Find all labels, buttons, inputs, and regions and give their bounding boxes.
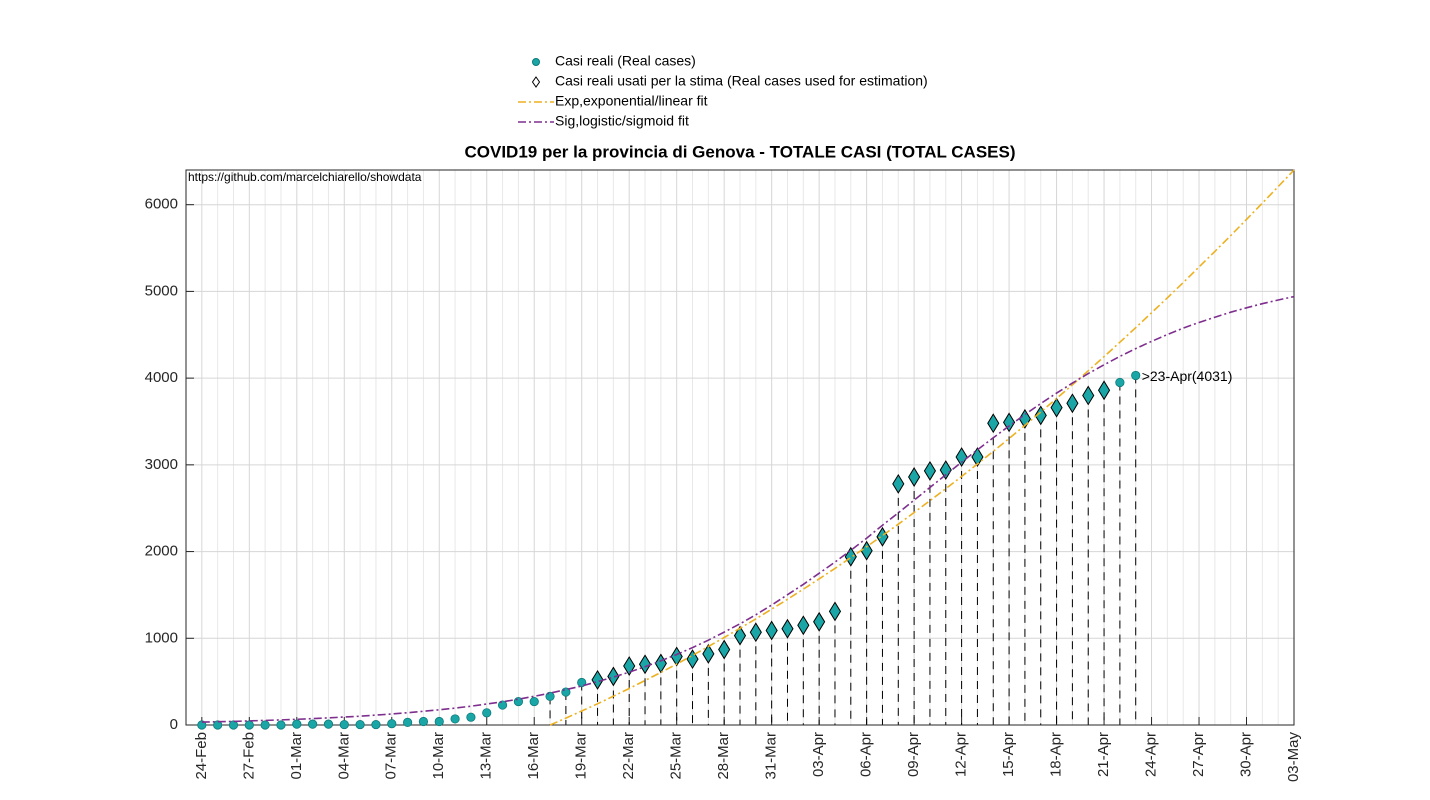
y-tick-label: 0	[170, 716, 178, 733]
x-tick-label: 24-Feb	[193, 732, 210, 780]
data-point	[482, 708, 492, 718]
data-diamond	[955, 447, 968, 467]
x-tick-label: 12-Apr	[953, 732, 970, 777]
data-point	[371, 719, 381, 730]
fit-line	[549, 169, 1295, 726]
fit-line	[201, 295, 1295, 723]
data-point	[197, 720, 207, 730]
data-point	[260, 720, 270, 730]
watermark: https://github.com/marcelchiarello/showd…	[188, 170, 422, 184]
legend-label: Exp,exponential/linear fit	[555, 93, 708, 109]
data-point	[387, 719, 397, 729]
x-tick-label: 25-Mar	[668, 732, 685, 780]
data-diamond	[781, 618, 794, 639]
y-tick-label: 3000	[145, 456, 178, 473]
y-tick-label: 6000	[145, 196, 178, 213]
data-diamond	[1034, 405, 1047, 426]
legend-label: Casi reali (Real cases)	[555, 53, 696, 69]
data-point	[418, 716, 429, 727]
data-point	[402, 717, 413, 727]
y-tick-label: 1000	[145, 629, 178, 646]
data-point	[339, 719, 349, 730]
data-diamond	[939, 460, 952, 481]
data-point	[1115, 377, 1125, 388]
data-point	[450, 714, 460, 724]
y-tick-label: 5000	[145, 282, 178, 299]
data-point	[213, 720, 223, 730]
x-tick-label: 27-Apr	[1190, 732, 1207, 777]
data-diamond	[638, 654, 652, 675]
data-point	[1131, 370, 1141, 381]
data-point	[292, 719, 302, 729]
data-diamond	[765, 620, 778, 641]
x-tick-label: 28-Mar	[715, 732, 732, 780]
legend-label: Sig,logistic/sigmoid fit	[555, 113, 689, 129]
x-tick-label: 21-Apr	[1095, 732, 1112, 777]
legend-marker	[531, 76, 541, 88]
x-tick-label: 04-Mar	[335, 732, 352, 780]
data-diamond	[733, 625, 747, 646]
last-value-annotation: >23-Apr(4031)	[1142, 368, 1233, 384]
data-diamond	[718, 639, 731, 660]
data-diamond	[844, 546, 857, 567]
data-diamond	[591, 669, 604, 690]
data-point	[276, 720, 286, 730]
axes-box	[185, 169, 1295, 726]
data-diamond	[828, 601, 842, 622]
data-diamond	[797, 615, 810, 636]
data-diamond	[607, 666, 620, 687]
x-tick-label: 01-Mar	[288, 732, 305, 780]
x-tick-label: 07-Mar	[383, 732, 400, 780]
x-tick-label: 06-Apr	[858, 732, 875, 777]
data-point	[355, 719, 365, 730]
x-tick-label: 19-Mar	[573, 732, 590, 780]
data-diamond	[923, 460, 937, 481]
data-point	[466, 712, 476, 722]
data-point	[545, 691, 555, 701]
data-point	[228, 720, 239, 730]
legend-marker	[532, 58, 540, 66]
x-tick-label: 10-Mar	[430, 732, 447, 780]
x-tick-label: 24-Apr	[1143, 732, 1160, 777]
data-diamond	[987, 413, 1000, 434]
data-diamond	[1097, 380, 1111, 401]
data-point	[323, 719, 334, 729]
x-tick-label: 22-Mar	[620, 732, 637, 780]
data-diamond	[892, 473, 905, 494]
data-diamond	[1066, 393, 1079, 414]
x-tick-label: 18-Apr	[1048, 732, 1065, 777]
x-tick-label: 30-Apr	[1237, 732, 1254, 777]
x-tick-label: 31-Mar	[763, 732, 780, 780]
x-tick-label: 09-Apr	[905, 732, 922, 777]
legend-label: Casi reali usati per la stima (Real case…	[555, 73, 928, 89]
data-diamond	[1082, 385, 1095, 406]
x-tick-label: 03-May	[1285, 732, 1302, 783]
data-point	[497, 700, 508, 710]
data-diamond	[1050, 397, 1063, 418]
data-diamond	[813, 611, 826, 632]
data-diamond	[908, 467, 921, 487]
data-point	[244, 720, 254, 730]
chart-title: COVID19 per la provincia di Genova - TOT…	[464, 142, 1015, 161]
y-tick-label: 2000	[145, 543, 178, 560]
data-diamond	[1002, 412, 1016, 433]
x-tick-label: 15-Apr	[1000, 732, 1017, 777]
x-tick-label: 16-Mar	[525, 732, 542, 780]
data-diamond	[702, 643, 715, 664]
data-point	[308, 719, 318, 729]
data-point	[529, 696, 539, 707]
data-diamond	[749, 622, 762, 643]
x-tick-label: 27-Feb	[240, 732, 257, 780]
y-tick-label: 4000	[145, 369, 178, 386]
data-diamond	[860, 540, 873, 561]
x-tick-label: 03-Apr	[810, 732, 827, 777]
data-point	[434, 716, 444, 727]
x-tick-label: 13-Mar	[478, 732, 495, 780]
